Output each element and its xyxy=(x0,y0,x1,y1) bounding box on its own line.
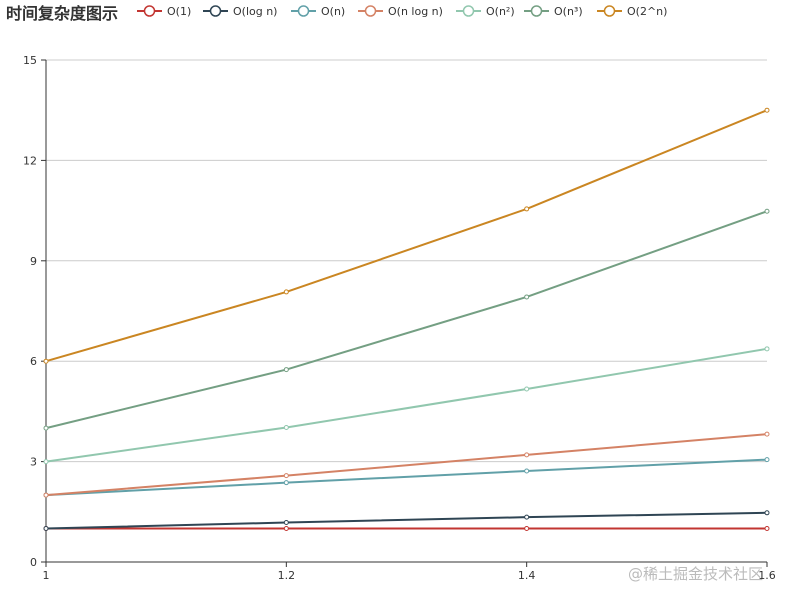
series-line-2[interactable] xyxy=(45,458,768,497)
series-line-5[interactable] xyxy=(45,210,768,430)
legend-label: O(n²) xyxy=(486,5,515,18)
legend-label: O(log n) xyxy=(233,5,277,18)
data-point[interactable] xyxy=(43,459,49,465)
y-tick-label: 3 xyxy=(30,456,37,469)
data-point[interactable] xyxy=(283,289,289,295)
legend-label: O(n) xyxy=(321,5,345,18)
series-line-1[interactable] xyxy=(45,511,768,530)
legend-circle-icon xyxy=(603,5,616,17)
data-point[interactable] xyxy=(764,457,770,463)
data-point[interactable] xyxy=(283,480,289,486)
data-point[interactable] xyxy=(43,492,49,498)
data-point[interactable] xyxy=(524,526,530,532)
data-point[interactable] xyxy=(524,452,530,458)
data-point[interactable] xyxy=(524,294,530,300)
data-point[interactable] xyxy=(764,346,770,352)
legend-label: O(2^n) xyxy=(627,5,667,18)
legend-item[interactable]: O(n³) xyxy=(524,5,583,18)
series-line-4[interactable] xyxy=(45,347,768,463)
chart-title: 时间复杂度图示 xyxy=(6,4,118,23)
data-point[interactable] xyxy=(524,386,530,392)
data-point[interactable] xyxy=(283,526,289,532)
legend-item[interactable]: O(n²) xyxy=(456,5,515,18)
series-line-6[interactable] xyxy=(45,109,768,363)
legend-circle-icon xyxy=(297,5,310,17)
data-point[interactable] xyxy=(283,367,289,373)
data-point[interactable] xyxy=(764,107,770,113)
legend-item[interactable]: O(n) xyxy=(291,5,345,18)
legend-item[interactable]: O(1) xyxy=(137,5,191,18)
legend-circle-icon xyxy=(209,5,222,17)
axes: 0 3 6 9 12 15 1 1.2 1.4 1.6 xyxy=(23,54,776,582)
series-line-3[interactable] xyxy=(45,433,768,497)
data-point[interactable] xyxy=(524,206,530,212)
data-point[interactable] xyxy=(764,526,770,532)
watermark: @稀土掘金技术社区 xyxy=(628,565,763,583)
legend-item[interactable]: O(2^n) xyxy=(597,5,667,18)
y-tick-label: 6 xyxy=(30,355,37,368)
x-tick-label: 1.6 xyxy=(758,569,776,582)
legend-item[interactable]: O(n log n) xyxy=(358,5,443,18)
legend-circle-icon xyxy=(530,5,543,17)
data-point[interactable] xyxy=(43,425,49,431)
legend-circle-icon xyxy=(462,5,475,17)
legend-label: O(n³) xyxy=(554,5,583,18)
y-tick-label: 0 xyxy=(30,556,37,569)
legend-circle-icon xyxy=(364,5,377,17)
data-point[interactable] xyxy=(524,468,530,474)
series-lines[interactable] xyxy=(43,107,770,532)
x-tick-label: 1.4 xyxy=(518,569,536,582)
legend-label: O(1) xyxy=(167,5,191,18)
data-point[interactable] xyxy=(283,424,289,430)
y-tick-label: 9 xyxy=(30,255,37,268)
y-tick-label: 15 xyxy=(23,54,37,67)
data-point[interactable] xyxy=(43,358,49,364)
legend-circle-icon xyxy=(143,5,156,17)
legend[interactable]: O(1) O(log n) O(n) O(n log n) O(n²) O(n³) O(2^… xyxy=(137,5,667,18)
x-tick-label: 1.2 xyxy=(278,569,296,582)
legend-item[interactable]: O(log n) xyxy=(203,5,277,18)
data-point[interactable] xyxy=(764,208,770,214)
data-point[interactable] xyxy=(283,473,289,479)
data-point[interactable] xyxy=(43,526,49,532)
data-point[interactable] xyxy=(283,520,289,526)
data-point[interactable] xyxy=(764,510,770,516)
legend-label: O(n log n) xyxy=(388,5,443,18)
data-point[interactable] xyxy=(524,514,530,520)
x-tick-label: 1 xyxy=(43,569,50,582)
y-tick-label: 12 xyxy=(23,154,37,167)
data-point[interactable] xyxy=(764,431,770,437)
